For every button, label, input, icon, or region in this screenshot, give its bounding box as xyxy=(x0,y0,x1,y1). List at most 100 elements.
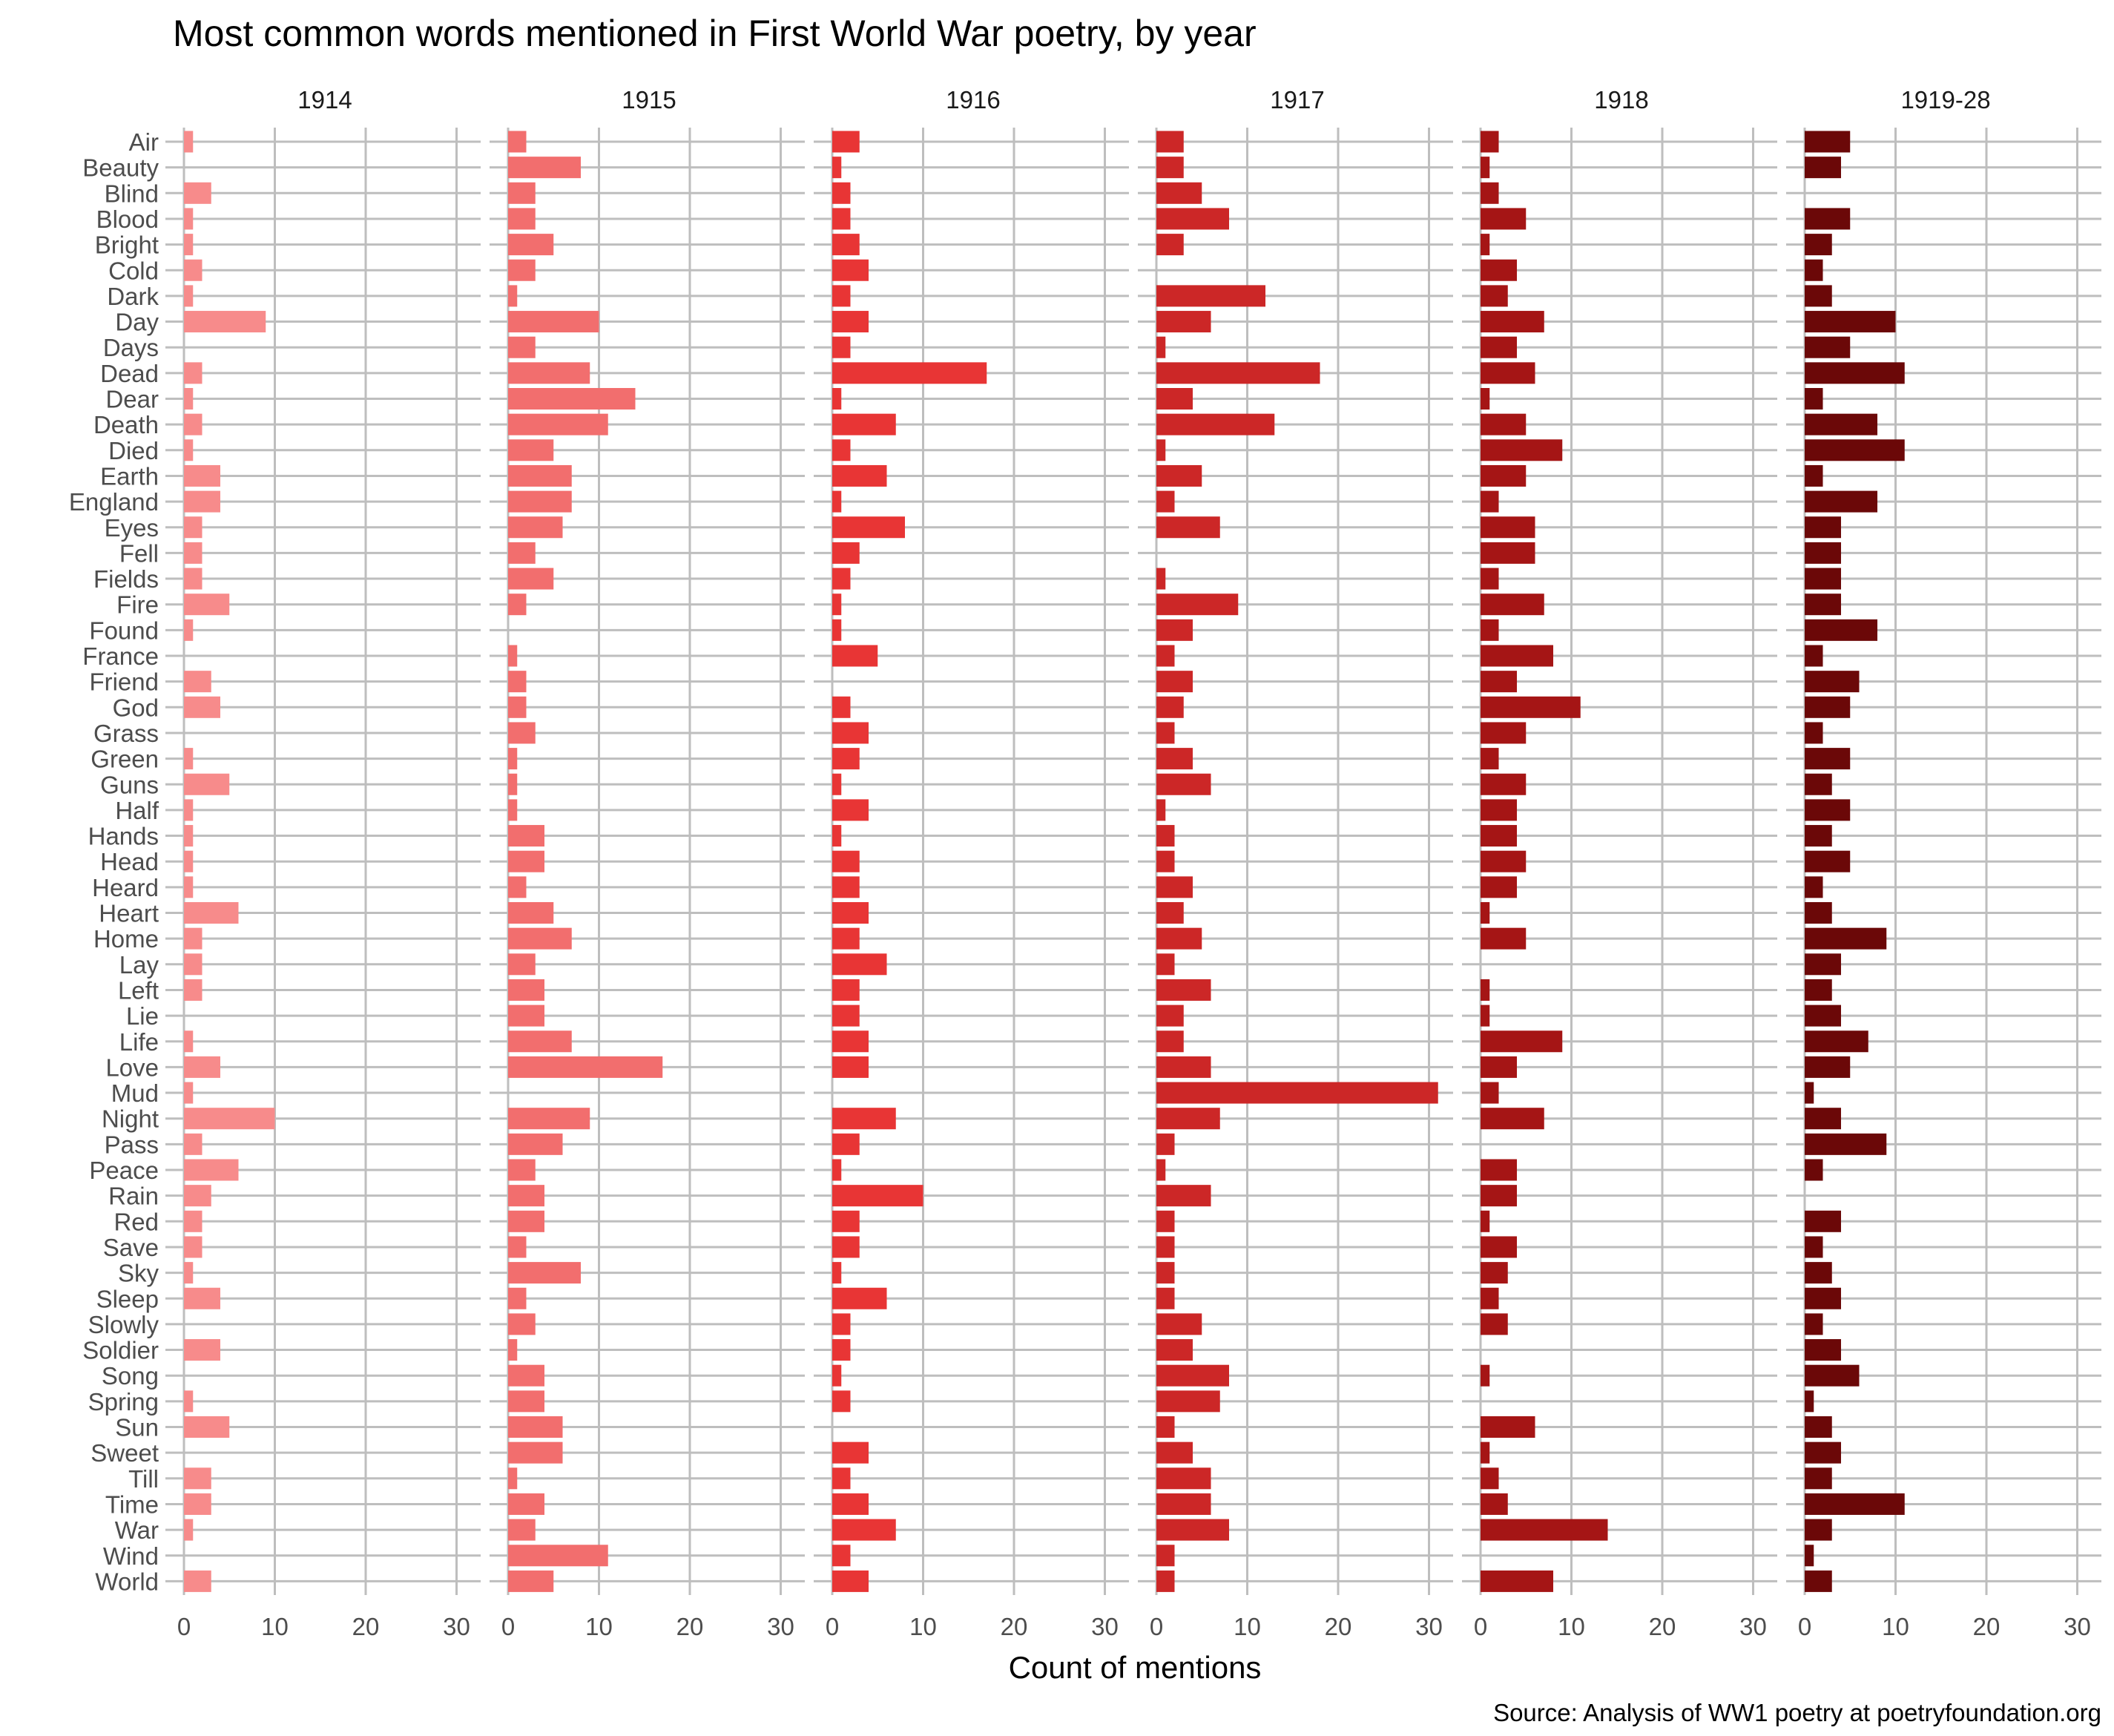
bar xyxy=(508,1236,527,1258)
x-tick-label: 10 xyxy=(909,1613,937,1640)
bar xyxy=(1156,902,1184,924)
bar xyxy=(832,927,860,950)
facet-label: 1917 xyxy=(1270,86,1324,114)
bar xyxy=(832,953,887,976)
x-tick-label: 10 xyxy=(1882,1613,1909,1640)
bar xyxy=(508,1441,563,1464)
bar xyxy=(832,825,842,847)
bar xyxy=(1805,285,1832,307)
bar xyxy=(508,799,518,821)
y-tick-label: Sun xyxy=(115,1414,159,1441)
bar xyxy=(1156,1364,1229,1387)
bar xyxy=(1156,439,1166,461)
bar xyxy=(832,413,896,435)
bar xyxy=(184,1108,275,1130)
y-tick-label: Pass xyxy=(105,1131,159,1158)
bar xyxy=(1481,516,1535,539)
y-tick-label: Life xyxy=(119,1028,159,1056)
bar xyxy=(184,799,194,821)
x-tick-label: 20 xyxy=(1649,1613,1676,1640)
bar xyxy=(184,773,230,795)
bar xyxy=(1805,490,1877,513)
bar xyxy=(1481,1519,1608,1541)
bar xyxy=(508,1467,518,1490)
bar xyxy=(1805,1159,1823,1181)
bar xyxy=(508,439,554,461)
y-tick-label: Blind xyxy=(105,180,159,207)
bar xyxy=(1805,773,1832,795)
bar xyxy=(1481,568,1499,590)
y-tick-label: Till xyxy=(128,1465,159,1493)
bar xyxy=(184,1262,194,1284)
bar xyxy=(508,464,572,487)
y-tick-label: Green xyxy=(90,746,159,773)
x-tick-label: 20 xyxy=(1973,1613,2001,1640)
x-tick-label: 30 xyxy=(1091,1613,1119,1640)
y-tick-label: Wind xyxy=(103,1542,159,1570)
bar xyxy=(184,1416,230,1438)
bar xyxy=(1481,157,1490,179)
y-tick-label: Blood xyxy=(96,206,159,233)
bar xyxy=(1805,234,1832,256)
bar xyxy=(832,773,842,795)
bar xyxy=(184,1519,194,1541)
bar xyxy=(1481,799,1517,821)
y-tick-label: Eyes xyxy=(105,514,159,542)
y-tick-label: Lie xyxy=(126,1002,159,1030)
y-tick-label: Half xyxy=(115,797,159,824)
bar xyxy=(1805,1339,1841,1361)
y-tick-label: Death xyxy=(93,411,159,438)
bar xyxy=(508,1416,563,1438)
bar xyxy=(1481,208,1527,230)
chart-title: Most common words mentioned in First Wor… xyxy=(173,13,1257,54)
bar xyxy=(1156,1108,1220,1130)
bar xyxy=(508,413,608,435)
bar xyxy=(832,157,842,179)
bar xyxy=(1805,979,1832,1001)
bar xyxy=(508,568,554,590)
bar xyxy=(508,1262,581,1284)
bar xyxy=(184,953,202,976)
bar xyxy=(1481,439,1563,461)
y-tick-label: Dark xyxy=(107,283,159,310)
bar xyxy=(1156,388,1193,410)
y-tick-label: Found xyxy=(89,617,159,644)
bar xyxy=(1481,1185,1517,1207)
bar xyxy=(508,131,527,153)
y-tick-label: Slowly xyxy=(88,1311,159,1338)
bar xyxy=(184,388,194,410)
bar xyxy=(1805,1570,1832,1592)
bar xyxy=(1481,645,1553,667)
bar xyxy=(508,1030,572,1053)
bar xyxy=(1156,619,1193,641)
bar xyxy=(1481,388,1490,410)
y-tick-label: Night xyxy=(102,1105,159,1133)
y-tick-label: Spring xyxy=(88,1388,159,1416)
bar xyxy=(184,696,220,718)
bar xyxy=(184,182,211,204)
x-tick-label: 10 xyxy=(261,1613,289,1640)
bar xyxy=(832,619,842,641)
x-tick-label: 30 xyxy=(2064,1613,2091,1640)
bar xyxy=(1481,825,1517,847)
bar xyxy=(1805,953,1841,976)
bar xyxy=(184,285,194,307)
bar xyxy=(508,1519,536,1541)
bar xyxy=(508,927,572,950)
bar xyxy=(184,1082,194,1104)
bar xyxy=(184,542,202,564)
bar xyxy=(1805,311,1896,333)
bar xyxy=(1805,1210,1841,1232)
bar xyxy=(508,516,563,539)
bar xyxy=(1156,464,1202,487)
bar xyxy=(1805,1005,1841,1027)
bar xyxy=(1481,1082,1499,1104)
bar xyxy=(832,645,878,667)
bar xyxy=(1481,1441,1490,1464)
bar xyxy=(832,1030,869,1053)
bar xyxy=(1156,568,1166,590)
bar xyxy=(832,208,851,230)
facet-label: 1918 xyxy=(1594,86,1648,114)
bar xyxy=(508,902,554,924)
bar xyxy=(508,1545,608,1567)
